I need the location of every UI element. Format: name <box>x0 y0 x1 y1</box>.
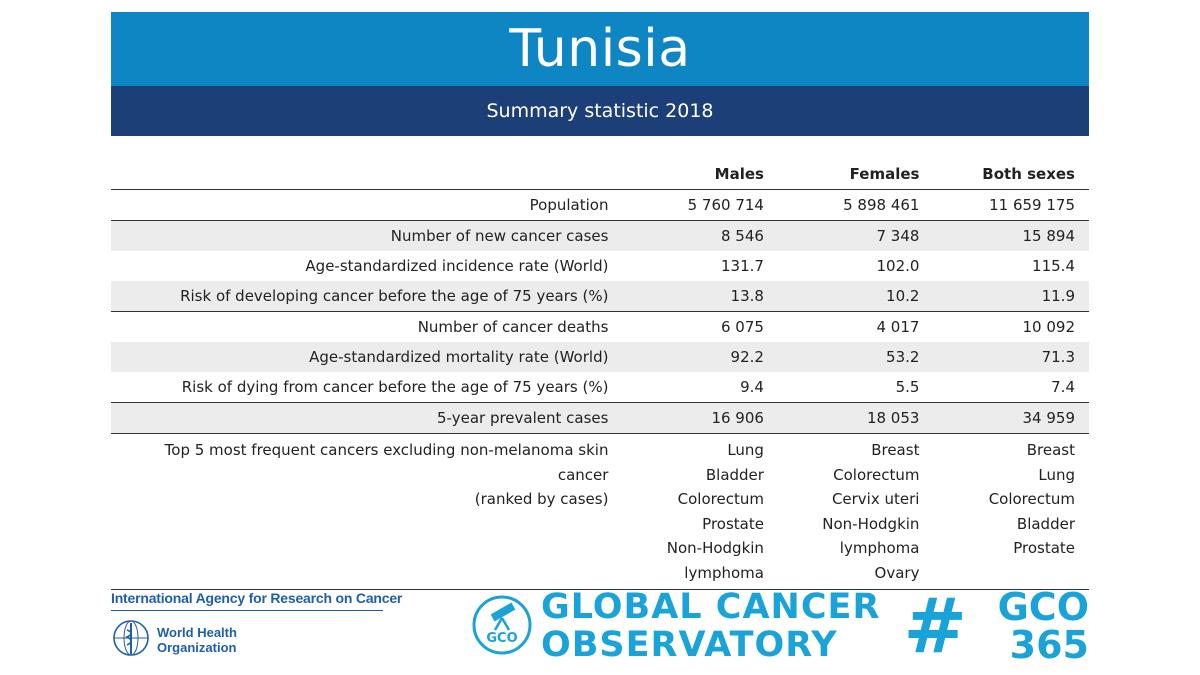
list-item: Lung <box>1038 465 1075 484</box>
summary-table: Males Females Both sexes Population 5 76… <box>111 159 1089 590</box>
column-header-females: Females <box>777 159 934 190</box>
list-item: Non-Hodgkin <box>822 514 920 533</box>
gco-telescope-icon: GCO <box>471 594 533 660</box>
hash-symbol: # <box>903 581 967 670</box>
gco-logo-text: GCO <box>486 631 517 646</box>
who-logo: World Health Organization <box>111 618 237 662</box>
row-label: Risk of developing cancer before the age… <box>111 281 623 312</box>
cell-females: 102.0 <box>876 257 920 275</box>
list-item: Colorectum <box>677 490 764 508</box>
top5-label-line: (ranked by cases) <box>474 490 609 508</box>
top5-both: Breast Lung Colorectum Bladder Prostate <box>933 433 1089 590</box>
cell-females: 10.2 <box>777 281 934 312</box>
list-item: Cervix uteri <box>831 490 920 508</box>
column-header-both: Both sexes <box>933 159 1089 190</box>
list-item: Breast <box>1026 441 1075 459</box>
row-label: Population <box>529 196 609 214</box>
cell-males: 16 906 <box>622 402 778 434</box>
row-label: 5-year prevalent cases <box>111 402 623 434</box>
country-title: Tunisia <box>509 19 691 79</box>
who-name-line: World Health <box>157 625 237 640</box>
row-label: Age-standardized mortality rate (World) <box>111 342 623 372</box>
page-subtitle: Summary statistic 2018 <box>486 100 714 122</box>
cell-both: 115.4 <box>1032 257 1075 275</box>
who-emblem-icon <box>111 618 151 662</box>
table-header-row: Males Females Both sexes <box>111 159 1089 190</box>
cell-both: 11.9 <box>933 281 1089 312</box>
gco-wordmark-line: OBSERVATORY <box>541 625 838 665</box>
list-item: Ovary <box>874 563 920 582</box>
cell-females: 53.2 <box>777 342 934 372</box>
cell-males: 13.8 <box>622 281 778 312</box>
list-item: Prostate <box>1013 539 1075 557</box>
table-row: 5-year prevalent cases 16 906 18 053 34 … <box>111 402 1089 434</box>
list-item: Breast <box>871 441 920 459</box>
cell-both: 34 959 <box>933 402 1089 434</box>
top5-label-line: Top 5 most frequent cancers excluding no… <box>164 441 609 484</box>
iarc-divider <box>111 610 383 611</box>
column-header-males: Males <box>622 159 778 190</box>
top5-row: Top 5 most frequent cancers excluding no… <box>111 433 1089 590</box>
cell-males: 92.2 <box>622 342 778 372</box>
table-row: Age-standardized mortality rate (World) … <box>111 342 1089 372</box>
top5-males: Lung Bladder Colorectum Prostate Non-Hod… <box>622 433 778 590</box>
top5-females: Breast Colorectum Cervix uteri Non-Hodgk… <box>777 433 934 590</box>
cell-males: 9.4 <box>622 372 778 403</box>
row-label: Number of cancer deaths <box>417 318 609 336</box>
list-item: Bladder <box>705 465 764 484</box>
cell-both: 11 659 175 <box>989 196 1075 214</box>
gco365-line: GCO <box>997 585 1089 629</box>
row-label: Risk of dying from cancer before the age… <box>111 372 623 403</box>
iarc-name: International Agency for Research on Can… <box>111 590 403 606</box>
cell-both: 71.3 <box>933 342 1089 372</box>
table-row: Age-standardized incidence rate (World) … <box>111 251 1089 281</box>
table-row: Number of cancer deaths 6 075 4 017 10 0… <box>111 312 1089 343</box>
gco365-tag: # GCO 365 <box>903 585 1089 667</box>
table-row: Risk of developing cancer before the age… <box>111 281 1089 312</box>
row-label: Age-standardized incidence rate (World) <box>305 257 609 275</box>
list-item: lymphoma <box>684 563 764 582</box>
list-item: Non-Hodgkin <box>666 539 764 557</box>
row-label: Number of new cancer cases <box>111 220 623 251</box>
subtitle-bar: Summary statistic 2018 <box>111 86 1089 136</box>
list-item: Colorectum <box>988 490 1075 508</box>
gco365-line: 365 <box>1009 623 1089 667</box>
list-item: Prostate <box>702 514 764 533</box>
list-item: Bladder <box>1016 514 1075 533</box>
list-item: lymphoma <box>839 539 920 557</box>
gco-wordmark: GLOBAL CANCER OBSERVATORY <box>541 588 880 664</box>
cell-males: 131.7 <box>721 257 764 275</box>
top5-label: Top 5 most frequent cancers excluding no… <box>111 433 623 590</box>
cell-females: 7 348 <box>777 220 934 251</box>
header-label-cell <box>111 159 623 190</box>
cell-females: 4 017 <box>876 318 920 336</box>
cell-females: 5.5 <box>777 372 934 403</box>
cell-males: 8 546 <box>622 220 778 251</box>
cell-females: 5 898 461 <box>843 196 920 214</box>
who-name-line: Organization <box>157 640 237 655</box>
cell-males: 6 075 <box>721 318 764 336</box>
list-item: Lung <box>727 441 764 459</box>
cell-both: 15 894 <box>933 220 1089 251</box>
table-row: Number of new cancer cases 8 546 7 348 1… <box>111 220 1089 251</box>
cell-both: 7.4 <box>933 372 1089 403</box>
footer: International Agency for Research on Can… <box>111 588 1089 668</box>
who-name: World Health Organization <box>157 625 237 655</box>
title-bar: Tunisia <box>111 12 1089 86</box>
table-row: Population 5 760 714 5 898 461 11 659 17… <box>111 190 1089 221</box>
cell-males: 5 760 714 <box>687 196 764 214</box>
table-row: Risk of dying from cancer before the age… <box>111 372 1089 403</box>
gco-wordmark-line: GLOBAL CANCER <box>541 587 881 627</box>
list-item: Colorectum <box>833 465 920 484</box>
cell-females: 18 053 <box>777 402 934 434</box>
cell-both: 10 092 <box>1022 318 1076 336</box>
summary-card: Tunisia Summary statistic 2018 Males Fem… <box>111 12 1089 590</box>
